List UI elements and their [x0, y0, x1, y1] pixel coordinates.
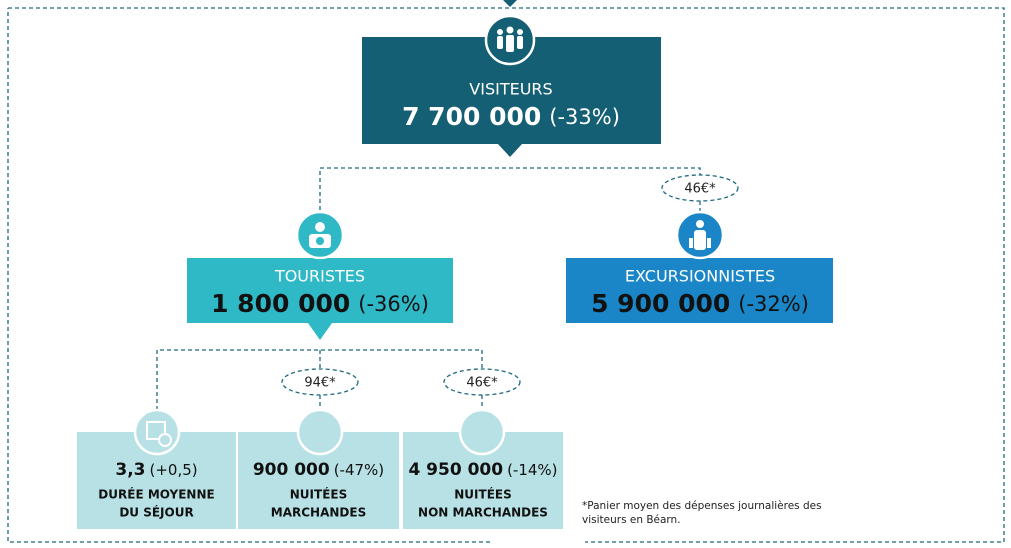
touristes-label: TOURISTES — [274, 267, 365, 286]
visiteurs-figure: 7 700 000 (-33%) — [402, 102, 620, 131]
excursionnistes-box — [566, 258, 833, 323]
pointer — [308, 323, 332, 340]
frame-tip — [503, 0, 517, 7]
excursionnistes-label: EXCURSIONNISTES — [625, 267, 775, 286]
sejour-label: MARCHANDES — [271, 506, 366, 520]
change: (+0,5) — [149, 461, 197, 479]
visiteurs-label: VISITEURS — [469, 80, 552, 99]
touristes-figure: 1 800 000 (-36%) — [211, 289, 429, 318]
value: 7 700 000 — [402, 102, 541, 131]
value: 5 900 000 — [591, 289, 730, 318]
sejour-label: NUITÉES — [290, 487, 347, 502]
sejour-label: DURÉE MOYENNE — [98, 487, 214, 502]
sejour-icon — [296, 408, 344, 456]
camera-icon — [309, 222, 331, 248]
value: 1 800 000 — [211, 289, 350, 318]
value: 4 950 000 — [408, 460, 503, 480]
spending-bubble — [661, 174, 739, 202]
connector — [319, 167, 701, 212]
pointer — [498, 144, 522, 157]
sejour-figure: 4 950 000 (-14%) — [408, 460, 557, 480]
change: (-32%) — [738, 292, 809, 316]
touristes-box — [187, 258, 453, 323]
frame — [7, 7, 1005, 543]
spending-bubble — [443, 368, 521, 396]
people-icon — [497, 26, 523, 52]
sejour-label: DU SÉJOUR — [119, 505, 193, 520]
person-icon — [689, 220, 711, 250]
spending: 46€* — [466, 376, 498, 391]
sejour-icon — [133, 408, 181, 456]
spending-bubble — [281, 368, 359, 396]
spending: 46€* — [684, 182, 716, 197]
footnote: visiteurs en Béarn. — [582, 514, 681, 526]
connector — [156, 349, 483, 410]
change: (-33%) — [549, 105, 620, 129]
change: (-36%) — [358, 292, 429, 316]
sejour-label: NON MARCHANDES — [418, 506, 548, 520]
sejour-icon — [458, 408, 506, 456]
sejour-label: NUITÉES — [454, 487, 511, 502]
sejour-figure: 3,3 (+0,5) — [115, 460, 197, 480]
clock-icon — [158, 433, 172, 447]
excursionnistes-figure: 5 900 000 (-32%) — [591, 289, 809, 318]
calendar-icon — [146, 421, 166, 440]
value: 3,3 — [115, 460, 145, 480]
change: (-14%) — [507, 461, 557, 479]
sejour-figure: 900 000 (-47%) — [253, 460, 384, 480]
spending: 94€* — [304, 376, 336, 391]
footnote: *Panier moyen des dépenses journalières … — [582, 500, 822, 512]
change: (-47%) — [334, 461, 384, 479]
value: 900 000 — [253, 460, 330, 480]
